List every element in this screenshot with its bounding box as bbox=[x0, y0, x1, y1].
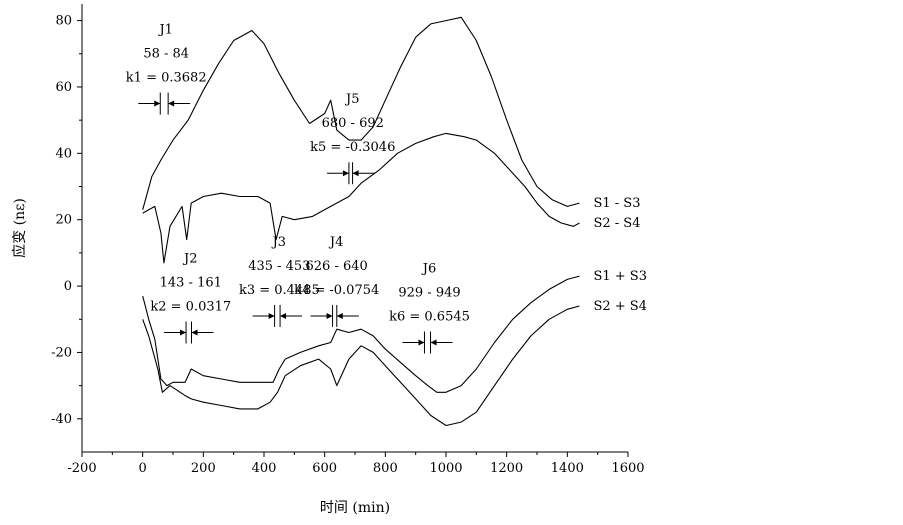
x-tick-label-7: 1200 bbox=[490, 461, 523, 476]
y-axis-title: 应变 (nε) bbox=[11, 198, 28, 258]
x-tick-label-1: 0 bbox=[139, 461, 147, 476]
series-line-0 bbox=[142, 16, 580, 210]
y-tick-label-4: 40 bbox=[55, 146, 72, 161]
ann-range: 143 - 161 bbox=[160, 276, 222, 291]
ann-arrowhead-left bbox=[268, 312, 275, 319]
x-tick-label-9: 1600 bbox=[611, 461, 644, 476]
annotation-j1: J1 58 - 84 k1 = 0.3682 bbox=[126, 23, 207, 115]
ann-arrowhead-right bbox=[430, 339, 437, 346]
annotation-j4: J4 626 - 640 k4 = -0.0754 bbox=[294, 235, 379, 327]
annotation-j3: J3 435 - 453 k3 = 0.4485 bbox=[239, 235, 320, 327]
y-tick-label-1: -20 bbox=[51, 345, 72, 360]
ann-arrowhead-left bbox=[154, 100, 161, 107]
ann-arrowhead-right bbox=[168, 100, 175, 107]
ann-arrowhead-left bbox=[418, 339, 425, 346]
ann-range: 680 - 692 bbox=[322, 116, 384, 131]
x-tick-label-0: -200 bbox=[67, 461, 96, 476]
ann-k: k5 = -0.3046 bbox=[310, 140, 395, 155]
ann-arrowhead-left bbox=[326, 312, 333, 319]
x-tick-label-2: 200 bbox=[191, 461, 216, 476]
ann-range: 929 - 949 bbox=[398, 285, 460, 300]
ann-label: J6 bbox=[421, 261, 436, 276]
ann-label: J4 bbox=[328, 235, 343, 250]
x-tick-label-5: 800 bbox=[373, 461, 398, 476]
ann-arrowhead-right bbox=[352, 170, 359, 177]
y-tick-label-6: 80 bbox=[55, 14, 72, 29]
x-tick-label-4: 600 bbox=[312, 461, 337, 476]
y-tick-label-0: -40 bbox=[51, 412, 72, 427]
ann-k: k2 = 0.0317 bbox=[150, 300, 231, 315]
annotation-j5: J5 680 - 692 k5 = -0.3046 bbox=[310, 92, 395, 185]
ann-label: J3 bbox=[271, 235, 286, 250]
y-tick-label-5: 60 bbox=[55, 80, 72, 95]
ann-arrowhead-left bbox=[180, 329, 187, 336]
series-label-2: S1 + S3 bbox=[593, 269, 647, 284]
ann-label: J1 bbox=[157, 23, 172, 38]
x-tick-label-8: 1400 bbox=[551, 461, 584, 476]
ann-arrowhead-left bbox=[342, 170, 349, 177]
ann-label: J5 bbox=[344, 92, 359, 107]
ann-range: 58 - 84 bbox=[143, 47, 189, 62]
ann-k: k3 = 0.4485 bbox=[239, 283, 320, 298]
ann-label: J2 bbox=[182, 252, 197, 267]
series-layer: S1 - S3 S2 - S4 S1 + S3 S2 + S4 bbox=[142, 16, 647, 427]
series-line-2 bbox=[142, 275, 580, 393]
series-label-1: S2 - S4 bbox=[593, 216, 640, 231]
annotation-j6: J6 929 - 949 k6 = 0.6545 bbox=[389, 261, 470, 354]
ann-range: 435 - 453 bbox=[248, 259, 310, 274]
axes: -200 0 200 400 600 800 1000 1200 1400 1600-40-200… bbox=[51, 4, 645, 476]
ann-k: k6 = 0.6545 bbox=[389, 309, 470, 324]
x-tick-label-3: 400 bbox=[252, 461, 277, 476]
ann-range: 626 - 640 bbox=[306, 259, 368, 274]
ann-arrowhead-right bbox=[191, 329, 198, 336]
series-label-0: S1 - S3 bbox=[593, 196, 640, 211]
series-label-3: S2 + S4 bbox=[593, 299, 647, 314]
series-line-3 bbox=[142, 305, 580, 427]
ann-arrowhead-right bbox=[280, 312, 287, 319]
y-tick-label-2: 0 bbox=[64, 279, 72, 294]
ann-arrowhead-right bbox=[336, 312, 343, 319]
annotation-layer: J1 58 - 84 k1 = 0.3682 J2 143 - 161 k2 = 0.03… bbox=[126, 23, 470, 354]
ann-k: k1 = 0.3682 bbox=[126, 71, 207, 86]
annotation-j2: J2 143 - 161 k2 = 0.0317 bbox=[150, 252, 231, 344]
x-tick-label-6: 1000 bbox=[429, 461, 462, 476]
y-tick-label-3: 20 bbox=[55, 213, 72, 228]
x-axis-title: 时间 (min) bbox=[320, 500, 390, 516]
ann-k: k4 = -0.0754 bbox=[294, 283, 379, 298]
series-line-1 bbox=[142, 132, 580, 264]
